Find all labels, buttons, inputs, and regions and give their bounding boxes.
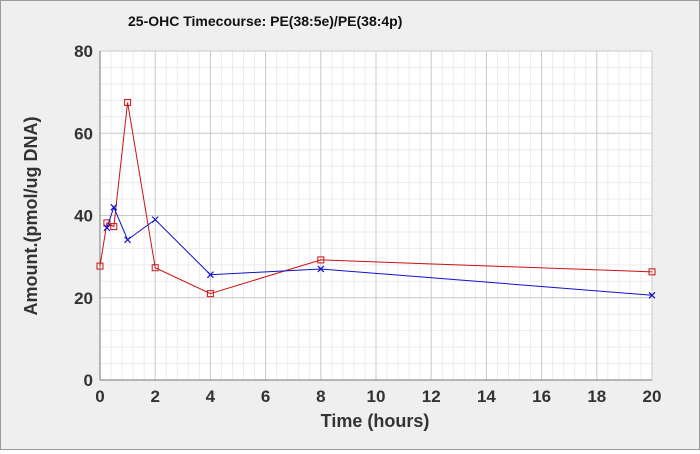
x-tick-label: 18: [587, 387, 606, 406]
series-1-point: [96, 262, 104, 270]
x-tick-label: 20: [643, 387, 662, 406]
x-tick-label: 6: [261, 387, 270, 406]
series-1-point: [317, 256, 325, 264]
y-tick-label: 20: [74, 289, 93, 308]
x-tick-label: 2: [150, 387, 159, 406]
x-tick-label: 16: [532, 387, 551, 406]
series-2-point: [648, 291, 656, 299]
y-axis-label: Amount.(pmol/ug DNA): [21, 117, 41, 316]
series-2-point: [151, 216, 159, 224]
series-2-point: [206, 271, 214, 279]
axes: [99, 51, 652, 381]
y-tick-labels: 0 20 40 60 80: [74, 42, 93, 390]
series-1-point: [103, 219, 111, 227]
series-layer: [96, 98, 656, 299]
y-tick-label: 60: [74, 124, 93, 143]
series-1-point: [124, 98, 132, 106]
y-tick-label: 0: [84, 371, 93, 390]
x-tick-label: 0: [95, 387, 104, 406]
series-1-point: [151, 264, 159, 272]
series-1-point: [648, 268, 656, 276]
series-1-point: [110, 223, 118, 231]
x-tick-label: 8: [316, 387, 325, 406]
x-tick-label: 10: [367, 387, 386, 406]
series-2-point: [317, 265, 325, 273]
x-axis-label: Time (hours): [321, 411, 430, 431]
y-tick-label: 40: [74, 207, 93, 226]
x-tick-label: 4: [206, 387, 216, 406]
series-2-point: [124, 236, 132, 244]
series-2: [103, 203, 656, 299]
series-2-point: [110, 203, 118, 211]
x-tick-labels: 0 2 4 6 8 10 12 14 16 18 20: [95, 387, 661, 406]
series-2-point: [103, 224, 111, 232]
x-tick-label: 12: [422, 387, 441, 406]
chart-title: 25-OHC Timecourse: PE(38:5e)/PE(38:4p): [128, 13, 402, 29]
series-1-point: [206, 290, 214, 298]
y-tick-label: 80: [74, 42, 93, 61]
x-tick-label: 14: [477, 387, 496, 406]
